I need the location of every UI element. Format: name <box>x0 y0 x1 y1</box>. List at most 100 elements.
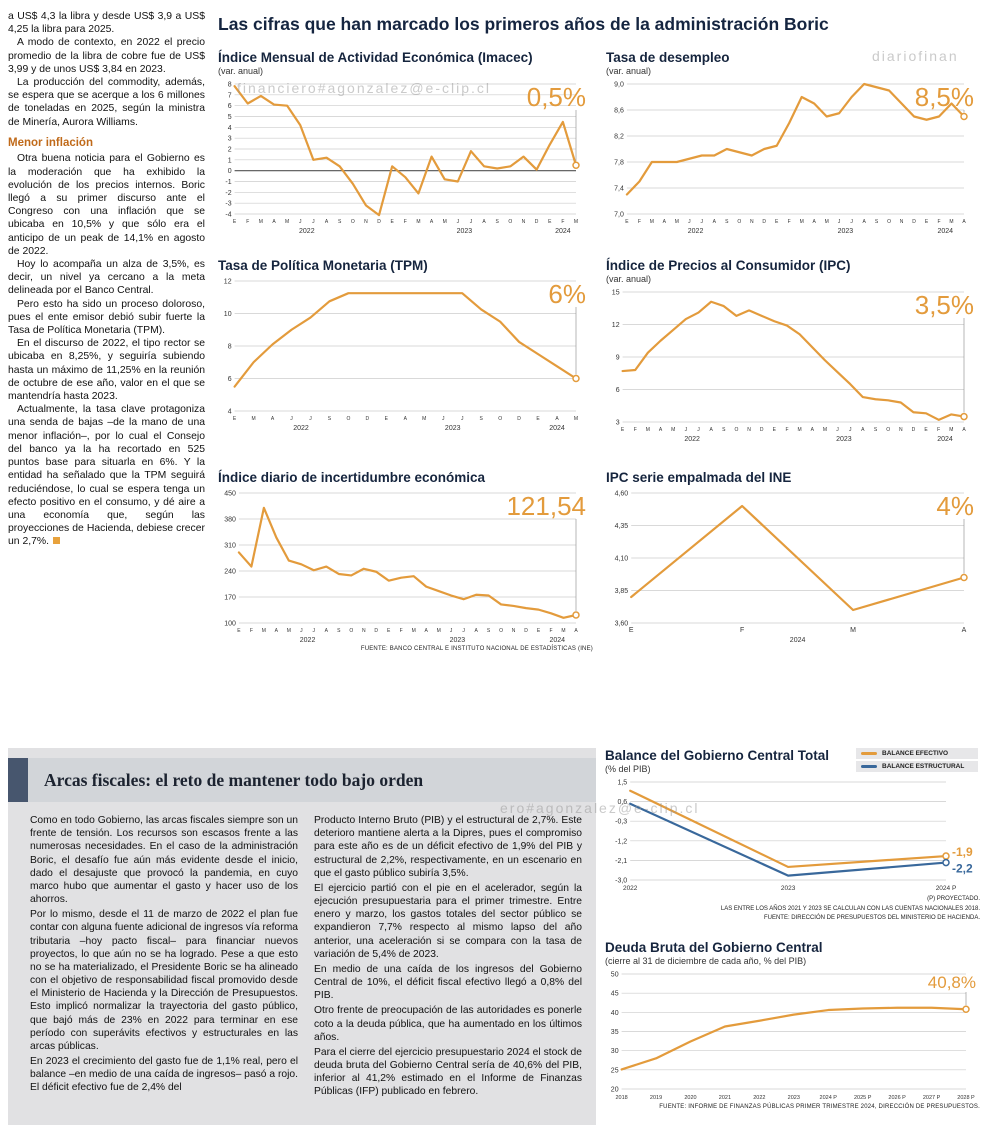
svg-text:D: D <box>517 416 521 422</box>
svg-text:O: O <box>887 219 891 225</box>
svg-text:2022: 2022 <box>688 228 704 235</box>
svg-text:J: J <box>850 219 853 225</box>
svg-text:6: 6 <box>228 376 232 383</box>
svg-text:2024 P: 2024 P <box>936 885 957 892</box>
svg-text:E: E <box>621 427 625 433</box>
svg-text:45: 45 <box>611 991 619 998</box>
ipc-ine-line-chart: 4,60 4,35 4,10 3,85 3,60E F M A 2024 4% <box>615 491 974 645</box>
svg-text:0: 0 <box>228 168 232 175</box>
svg-text:J: J <box>462 628 465 634</box>
svg-text:-2,2: -2,2 <box>952 862 973 876</box>
chart-tpm: Tasa de Política Monetaria (TPM) 12 10 8 6 4… <box>218 258 593 433</box>
svg-text:F: F <box>634 427 637 433</box>
svg-text:3,60: 3,60 <box>615 621 629 628</box>
fiscal-column-2: Producto Interno Bruto (PIB) y el estruc… <box>314 814 582 1101</box>
svg-text:S: S <box>875 219 879 225</box>
svg-text:A: A <box>425 628 429 634</box>
svg-text:2: 2 <box>228 147 232 154</box>
svg-text:-2: -2 <box>225 190 231 197</box>
svg-text:2024 P: 2024 P <box>820 1095 838 1101</box>
svg-text:3: 3 <box>228 136 232 143</box>
svg-text:M: M <box>574 416 578 422</box>
svg-text:15: 15 <box>612 290 620 297</box>
svg-text:M: M <box>646 427 650 433</box>
paragraph: Otra buena noticia para el Gobierno es l… <box>8 153 205 257</box>
paragraph: En 2023 el crecimiento del gasto fue de … <box>30 1056 298 1094</box>
svg-text:N: N <box>364 219 368 225</box>
svg-text:M: M <box>949 427 953 433</box>
fiscal-section: Arcas fiscales: el reto de mantener todo… <box>8 748 596 1125</box>
svg-text:5: 5 <box>228 114 232 121</box>
svg-text:S: S <box>487 628 491 634</box>
svg-text:N: N <box>899 427 903 433</box>
svg-text:M: M <box>262 628 266 634</box>
svg-text:A: A <box>430 219 434 225</box>
svg-text:M: M <box>287 628 291 634</box>
svg-text:J: J <box>299 219 302 225</box>
svg-text:9: 9 <box>616 355 620 362</box>
svg-text:F: F <box>740 627 744 634</box>
svg-text:M: M <box>823 427 827 433</box>
svg-text:A: A <box>862 219 866 225</box>
paragraph: La producción del commodity, además, se … <box>8 77 205 128</box>
svg-text:310: 310 <box>224 543 236 550</box>
svg-text:N: N <box>362 628 366 634</box>
svg-text:2022: 2022 <box>753 1095 765 1101</box>
svg-text:380: 380 <box>224 517 236 524</box>
svg-text:A: A <box>709 427 713 433</box>
svg-text:S: S <box>722 427 726 433</box>
svg-text:O: O <box>349 628 353 634</box>
svg-text:2024: 2024 <box>937 436 953 443</box>
chart-imacec: Índice Mensual de Actividad Económica (I… <box>218 50 593 236</box>
chart-source: FUENTE: BANCO CENTRAL E INSTITUTO NACION… <box>360 646 593 652</box>
svg-text:E: E <box>385 416 389 422</box>
svg-text:D: D <box>374 628 378 634</box>
svg-text:J: J <box>836 427 839 433</box>
svg-text:6%: 6% <box>548 279 586 309</box>
svg-text:O: O <box>498 416 502 422</box>
svg-text:A: A <box>482 219 486 225</box>
svg-text:M: M <box>561 628 565 634</box>
svg-text:40,8%: 40,8% <box>928 973 976 992</box>
svg-text:2024: 2024 <box>555 228 571 235</box>
legend-item-estructural: BALANCE ESTRUCTURAL <box>856 761 978 772</box>
svg-text:E: E <box>237 628 241 634</box>
chart-ipc-ine: IPC serie empalmada del INE 4,60 4,35 4,10… <box>606 470 981 645</box>
svg-text:-0,3: -0,3 <box>615 819 627 826</box>
svg-text:M: M <box>671 427 675 433</box>
svg-text:O: O <box>499 628 503 634</box>
svg-text:2020: 2020 <box>684 1095 696 1101</box>
svg-text:12: 12 <box>224 279 232 286</box>
svg-text:E: E <box>233 219 237 225</box>
svg-text:M: M <box>798 427 802 433</box>
legend-item-efectivo: BALANCE EFECTIVO <box>856 748 978 759</box>
svg-text:M: M <box>416 219 420 225</box>
svg-text:A: A <box>271 416 275 422</box>
svg-text:M: M <box>259 219 263 225</box>
svg-text:2026 P: 2026 P <box>888 1095 906 1101</box>
svg-text:F: F <box>638 219 641 225</box>
efectivo-line-swatch <box>861 752 877 755</box>
svg-text:4: 4 <box>228 409 232 416</box>
legend-label: BALANCE ESTRUCTURAL <box>882 763 965 770</box>
svg-text:7,0: 7,0 <box>614 212 624 219</box>
fiscal-column-1: Como en todo Gobierno, las arcas fiscale… <box>30 814 298 1097</box>
svg-text:2022: 2022 <box>300 637 316 644</box>
paragraph: Como en todo Gobierno, las arcas fiscale… <box>30 815 298 906</box>
svg-text:J: J <box>457 219 460 225</box>
svg-text:A: A <box>713 219 717 225</box>
paragraph: El ejercicio partió con el pie en el ace… <box>314 882 582 960</box>
balance-legend: BALANCE EFECTIVO BALANCE ESTRUCTURAL <box>856 748 978 774</box>
svg-text:M: M <box>251 416 255 422</box>
svg-text:4%: 4% <box>936 491 974 521</box>
svg-text:M: M <box>825 219 829 225</box>
paragraph: A modo de contexto, en 2022 el precio pr… <box>8 37 205 75</box>
svg-text:1,5: 1,5 <box>617 780 627 787</box>
estructural-line-swatch <box>861 765 877 768</box>
svg-text:A: A <box>813 219 817 225</box>
chart-balance: Balance del Gobierno Central Total (% de… <box>605 748 980 924</box>
paragraph: Actualmente, la tasa clave protagoniza u… <box>8 403 205 548</box>
